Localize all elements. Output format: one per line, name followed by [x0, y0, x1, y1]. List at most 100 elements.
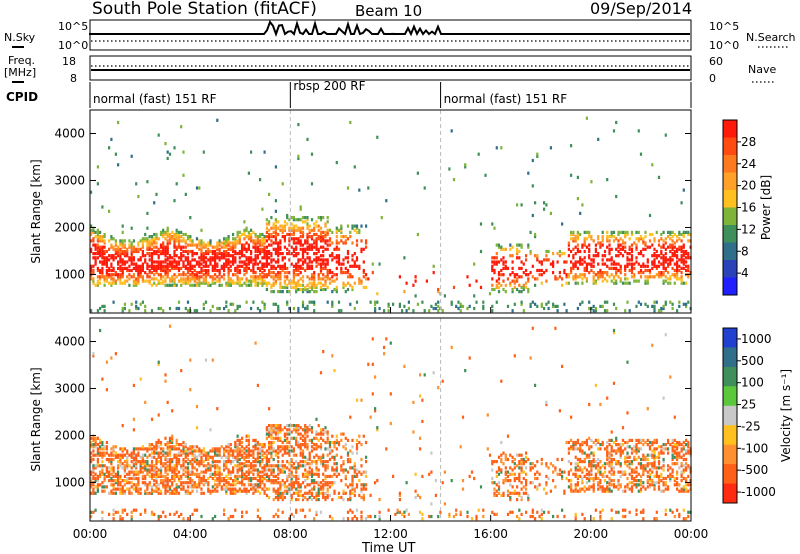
data-cell	[337, 309, 341, 313]
data-cell	[493, 491, 496, 495]
data-cell	[279, 241, 282, 245]
data-cell	[592, 264, 595, 268]
data-cell	[175, 447, 178, 451]
data-cell	[642, 254, 645, 258]
data-cell	[243, 262, 246, 266]
data-cell	[263, 466, 266, 470]
data-cell	[270, 260, 273, 264]
data-cell	[281, 290, 284, 294]
data-cell	[159, 451, 163, 455]
data-cell	[353, 260, 356, 264]
data-cell	[236, 304, 239, 308]
data-cell	[308, 256, 311, 260]
data-cell	[175, 237, 178, 241]
data-cell	[254, 447, 257, 451]
data-cell	[349, 120, 352, 125]
data-cell	[288, 440, 291, 445]
data-cell	[175, 235, 178, 239]
data-cell	[130, 243, 133, 247]
data-cell	[265, 245, 268, 249]
data-cell	[177, 239, 181, 243]
data-cell	[243, 451, 246, 455]
data-cell	[114, 453, 117, 457]
data-cell	[680, 258, 683, 262]
data-cell	[295, 498, 298, 502]
data-cell	[606, 309, 609, 313]
data-cell	[455, 304, 458, 308]
data-cell	[191, 277, 194, 281]
data-cell	[168, 262, 172, 266]
data-cell	[355, 445, 359, 449]
data-cell	[270, 436, 273, 440]
data-cell	[511, 254, 514, 258]
data-cell	[459, 445, 462, 449]
data-cell	[292, 306, 295, 311]
data-cell	[148, 241, 151, 245]
data-cell	[626, 258, 629, 262]
data-cell	[238, 277, 241, 281]
data-cell	[534, 302, 537, 306]
data-cell	[168, 268, 172, 273]
data-cell	[495, 512, 498, 516]
data-cell	[651, 260, 654, 264]
data-cell	[268, 445, 271, 449]
data-cell	[349, 283, 352, 287]
data-cell	[520, 203, 523, 207]
data-cell	[112, 512, 115, 516]
data-cell	[168, 237, 172, 241]
data-cell	[355, 243, 359, 247]
data-cell	[132, 273, 135, 277]
data-cell	[626, 230, 629, 234]
data-cell	[403, 290, 406, 294]
data-cell	[146, 485, 149, 489]
data-cell	[166, 150, 169, 154]
data-cell	[173, 260, 176, 264]
data-cell	[630, 264, 634, 268]
data-cell	[114, 487, 117, 491]
data-cell	[277, 493, 280, 497]
data-cell	[252, 466, 255, 470]
data-cell	[139, 464, 142, 468]
data-cell	[189, 266, 192, 270]
data-cell	[204, 252, 208, 256]
data-cell	[119, 243, 122, 247]
data-cell	[290, 232, 293, 237]
data-cell	[119, 239, 122, 243]
data-cell	[164, 247, 167, 251]
data-cell	[513, 462, 516, 466]
data-cell	[256, 468, 259, 472]
data-cell	[184, 451, 187, 455]
data-cell	[209, 283, 212, 287]
data-cell	[317, 491, 320, 495]
data-cell	[376, 426, 379, 430]
data-cell	[511, 279, 514, 283]
data-cell	[272, 271, 275, 275]
data-cell	[482, 514, 485, 519]
data-cell	[99, 451, 102, 455]
data-cell	[247, 451, 250, 455]
data-cell	[256, 451, 259, 455]
data-cell	[358, 277, 361, 281]
data-cell	[270, 455, 273, 459]
data-cell	[635, 279, 638, 283]
data-cell	[322, 249, 325, 254]
data-cell	[173, 199, 176, 203]
data-cell	[274, 224, 277, 228]
data-cell	[279, 464, 282, 468]
data-cell	[495, 460, 498, 464]
data-cell	[274, 451, 277, 455]
data-cell	[195, 485, 199, 489]
data-cell	[322, 491, 325, 495]
data-cell	[333, 462, 336, 466]
data-cell	[374, 481, 377, 485]
data-cell	[272, 430, 275, 434]
data-cell	[157, 133, 160, 137]
data-cell	[333, 472, 336, 476]
data-cell	[297, 260, 300, 264]
data-cell	[570, 438, 573, 442]
data-cell	[193, 508, 196, 512]
data-cell	[155, 476, 158, 481]
data-cell	[200, 247, 203, 251]
data-cell	[238, 304, 241, 308]
data-cell	[583, 243, 586, 247]
